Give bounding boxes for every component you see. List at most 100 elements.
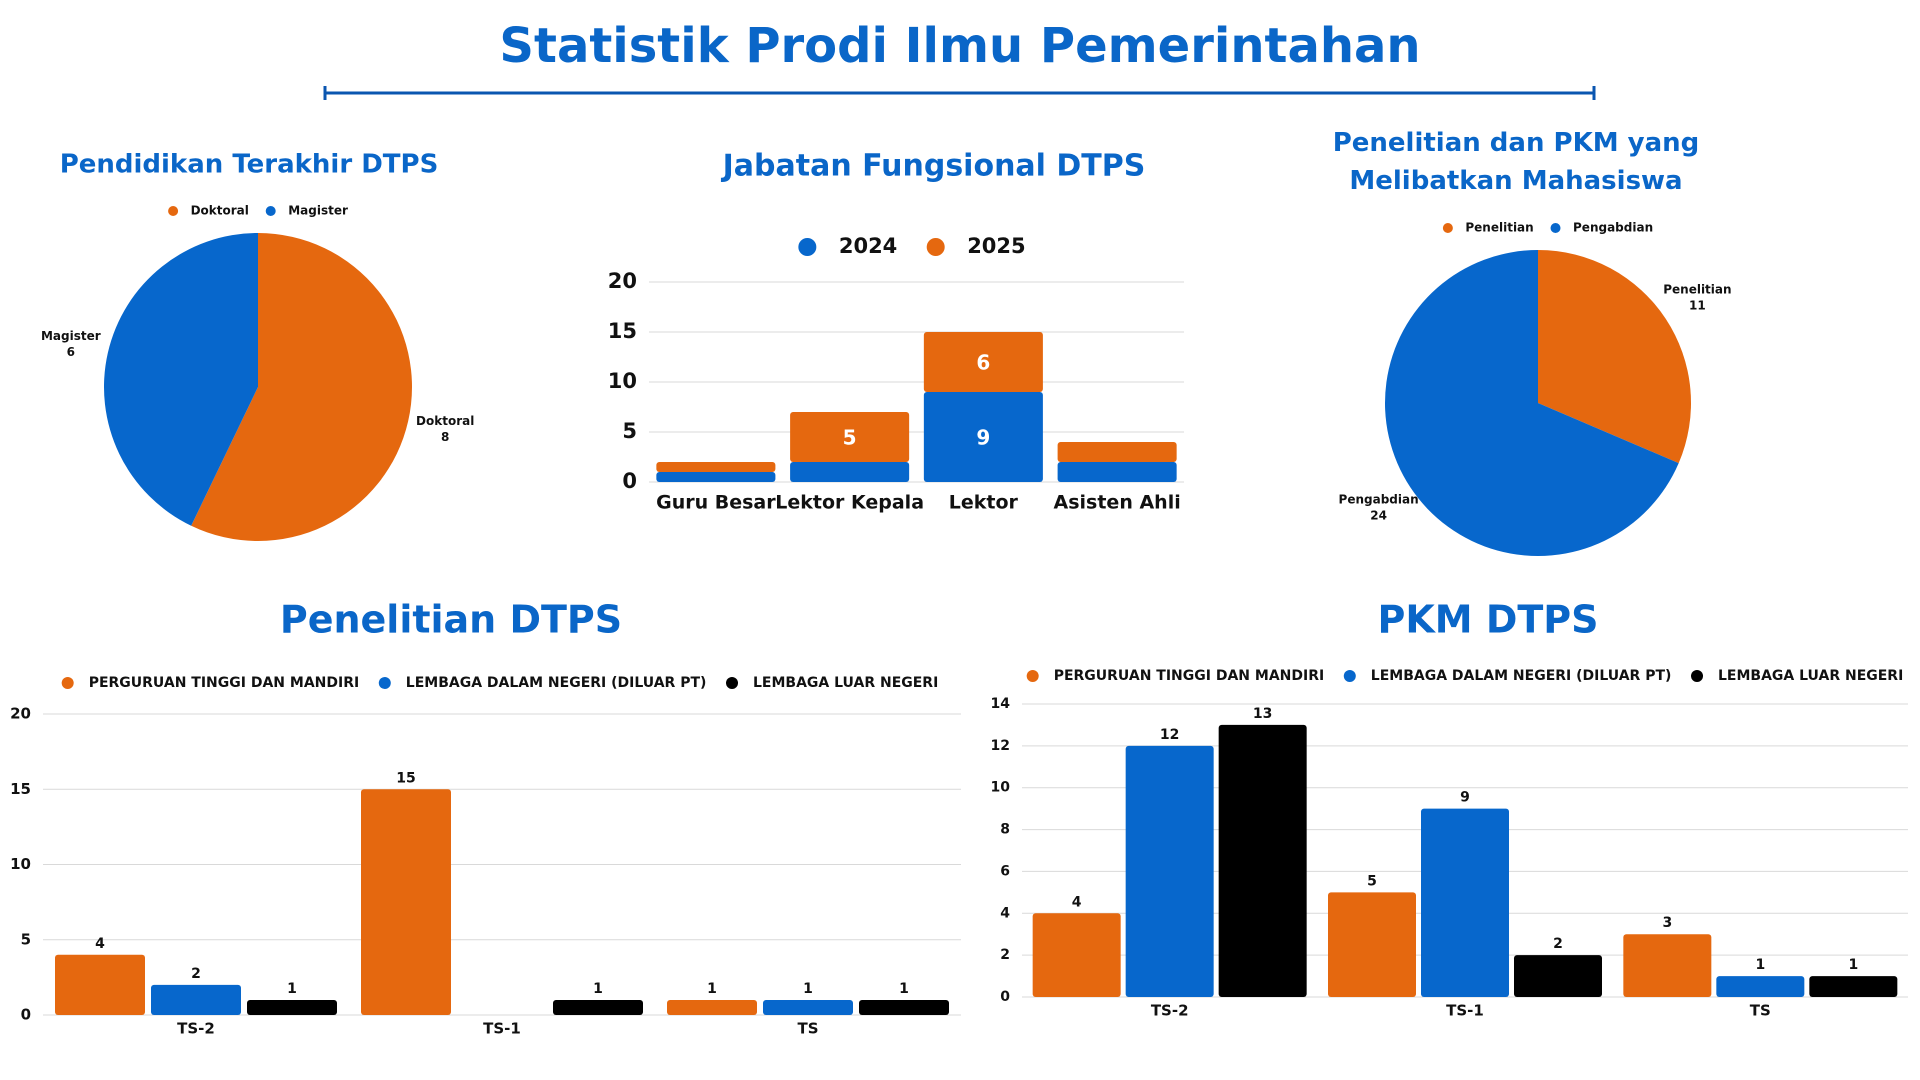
y-tick-label: 0 bbox=[1000, 989, 1010, 1005]
bar bbox=[859, 999, 949, 1015]
bar-segment bbox=[790, 412, 910, 462]
bar bbox=[247, 999, 337, 1015]
bar-segment bbox=[923, 332, 1043, 392]
legend-label: 2024 bbox=[839, 234, 897, 258]
chart-title: Penelitian dan PKM yang Melibatkan Mahas… bbox=[1332, 128, 1700, 196]
x-tick-label: TS bbox=[1750, 1002, 1771, 1020]
y-tick-label: 20 bbox=[608, 269, 637, 293]
y-tick-label: 6 bbox=[1000, 863, 1010, 879]
y-tick-label: 0 bbox=[622, 469, 637, 493]
x-tick-label: TS bbox=[797, 1020, 818, 1038]
legend-swatch bbox=[1691, 670, 1704, 682]
value-label: 1 bbox=[593, 981, 603, 997]
pie-slice bbox=[1385, 250, 1679, 557]
pie-slice bbox=[1538, 250, 1691, 464]
bar bbox=[361, 789, 451, 1015]
slice-value: 8 bbox=[441, 430, 449, 444]
chart-title: Jabatan Fungsional DTPS bbox=[721, 149, 1146, 184]
legend-swatch bbox=[265, 206, 276, 216]
y-tick-label: 0 bbox=[21, 1006, 31, 1024]
value-label: 1 bbox=[899, 981, 909, 997]
x-tick-label: Asisten Ahli bbox=[1054, 492, 1181, 514]
bar-segment bbox=[1057, 442, 1177, 462]
y-tick-label: 14 bbox=[991, 696, 1011, 712]
legend-label: Magister bbox=[288, 204, 348, 218]
chart-title: PKM DTPS bbox=[1377, 598, 1598, 642]
bar bbox=[151, 984, 241, 1015]
value-label: 9 bbox=[1460, 790, 1470, 806]
x-tick-label: Guru Besar bbox=[656, 492, 776, 514]
legend-swatch bbox=[61, 677, 74, 689]
slice-label: Penelitian bbox=[1663, 282, 1731, 296]
slice-value: 24 bbox=[1370, 509, 1387, 523]
y-tick-label: 5 bbox=[21, 930, 31, 948]
value-label: 1 bbox=[803, 981, 813, 997]
legend-swatch bbox=[926, 238, 945, 256]
bar bbox=[1218, 724, 1307, 997]
slice-label: Pengabdian bbox=[1339, 493, 1419, 507]
bar-segment bbox=[923, 392, 1043, 482]
bar bbox=[667, 999, 757, 1015]
value-label: 5 bbox=[1367, 873, 1377, 889]
legend-swatch bbox=[798, 238, 817, 256]
legend-label: 2025 bbox=[967, 234, 1025, 258]
y-tick-label: 15 bbox=[608, 319, 637, 343]
y-tick-label: 12 bbox=[991, 738, 1010, 754]
legend-label: Pengabdian bbox=[1573, 221, 1653, 235]
slice-value: 6 bbox=[67, 345, 75, 359]
value-label: 5 bbox=[843, 426, 857, 450]
bar-segment bbox=[790, 462, 910, 482]
value-label: 6 bbox=[976, 351, 990, 375]
chart-title: Penelitian DTPS bbox=[280, 598, 622, 642]
y-tick-label: 10 bbox=[991, 780, 1011, 796]
slice-label: Magister bbox=[41, 329, 101, 343]
bar bbox=[763, 999, 853, 1015]
x-tick-label: TS-1 bbox=[483, 1020, 521, 1038]
legend-label: LEMBAGA LUAR NEGERI bbox=[753, 675, 938, 691]
legend-swatch bbox=[378, 677, 391, 689]
legend-swatch bbox=[726, 677, 739, 689]
pie-slice bbox=[191, 233, 412, 541]
y-tick-label: 5 bbox=[622, 419, 637, 443]
bar bbox=[55, 954, 145, 1015]
y-tick-label: 8 bbox=[1000, 822, 1010, 838]
value-label: 4 bbox=[1072, 894, 1082, 910]
legend-label: Penelitian bbox=[1465, 221, 1533, 235]
legend-label: Doktoral bbox=[191, 204, 249, 218]
bar bbox=[1328, 892, 1416, 997]
x-tick-label: Lektor bbox=[949, 492, 1019, 514]
bar bbox=[1716, 976, 1805, 997]
bar bbox=[1421, 808, 1509, 997]
value-label: 15 bbox=[396, 770, 415, 786]
bar bbox=[553, 999, 643, 1015]
bar bbox=[1809, 976, 1898, 997]
bar-segment bbox=[656, 472, 776, 482]
legend-swatch bbox=[1343, 670, 1356, 682]
value-label: 1 bbox=[1848, 957, 1858, 973]
x-tick-label: TS-2 bbox=[177, 1020, 215, 1038]
value-label: 9 bbox=[976, 426, 990, 450]
x-tick-label: TS-2 bbox=[1151, 1002, 1189, 1020]
bar-segment bbox=[656, 462, 776, 472]
bar bbox=[1623, 934, 1712, 997]
y-tick-label: 10 bbox=[608, 369, 637, 393]
legend-label: PERGURUAN TINGGI DAN MANDIRI bbox=[1054, 668, 1325, 684]
y-tick-label: 15 bbox=[10, 780, 31, 798]
bar-segment bbox=[1057, 462, 1177, 482]
y-tick-label: 4 bbox=[1000, 905, 1010, 921]
legend-label: LEMBAGA DALAM NEGERI (DILUAR PT) bbox=[1371, 668, 1672, 684]
chart-title: Pendidikan Terakhir DTPS bbox=[60, 150, 439, 180]
slice-value: 11 bbox=[1689, 298, 1706, 312]
value-label: 12 bbox=[1160, 727, 1179, 743]
legend-swatch bbox=[1026, 670, 1039, 682]
value-label: 4 bbox=[95, 936, 105, 952]
value-label: 3 bbox=[1662, 915, 1672, 931]
legend-swatch bbox=[1442, 223, 1453, 233]
x-tick-label: TS-1 bbox=[1446, 1002, 1484, 1020]
bar bbox=[1032, 913, 1121, 997]
value-label: 13 bbox=[1253, 706, 1272, 722]
legend-label: LEMBAGA DALAM NEGERI (DILUAR PT) bbox=[406, 675, 707, 691]
legend-label: PERGURUAN TINGGI DAN MANDIRI bbox=[89, 675, 360, 691]
y-tick-label: 10 bbox=[10, 855, 31, 873]
